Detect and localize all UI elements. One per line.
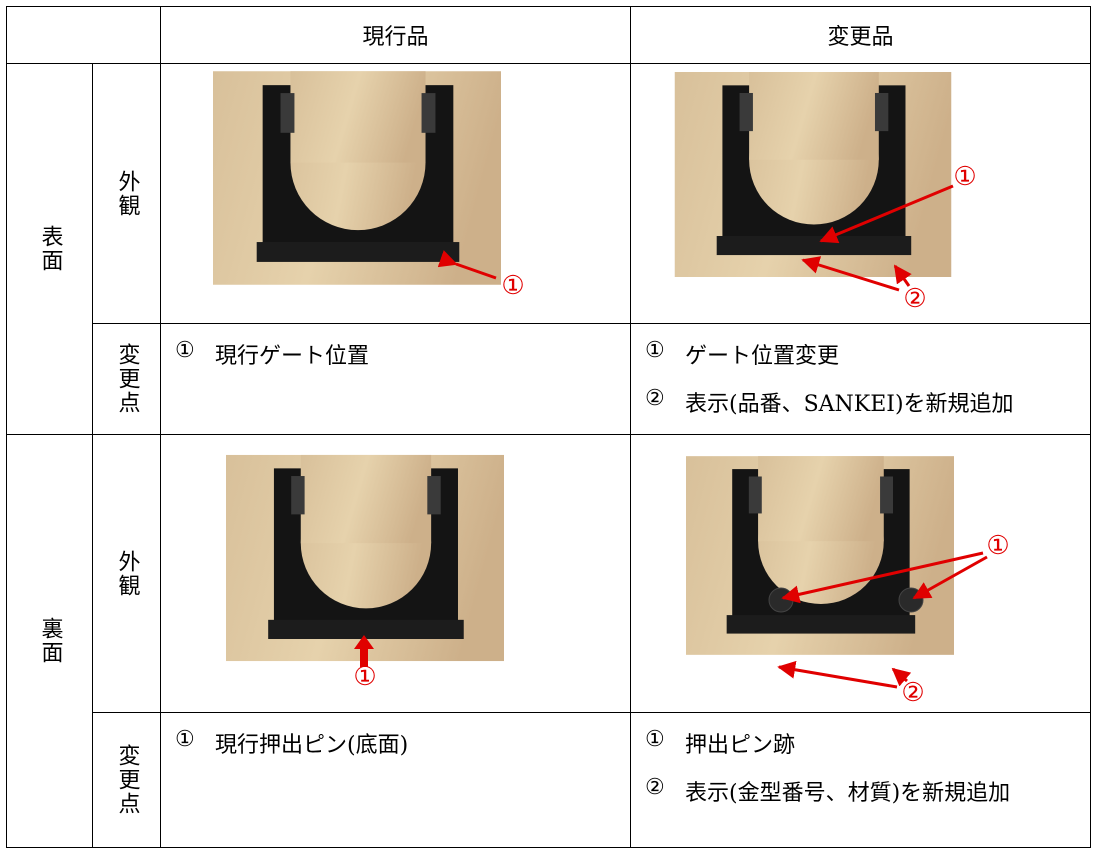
note-text: ゲート位置変更 [685, 344, 840, 369]
row-label-cell: 変更点 [92, 712, 161, 848]
note-marker: ② [645, 775, 665, 800]
callout: ② [901, 678, 924, 708]
callout: ① [353, 662, 376, 692]
note-text: 押出ピン跡 [685, 733, 796, 758]
note: ① 現行押出ピン(底面) [175, 727, 630, 775]
photo: ① ② [674, 72, 977, 314]
column-header: 変更品 [630, 6, 1091, 64]
note-text: 表示(金型番号、材質)を新規追加 [685, 781, 1011, 806]
note: ① 押出ピン跡 [645, 727, 1090, 775]
photo-cell: ① [160, 63, 631, 324]
side-label: 裏面 [37, 617, 63, 665]
comparison-table: 現行品 変更品 表面 外観 ① ① ② 変更点 ① 現行ゲート位置 ① ゲート位置変… [6, 6, 1091, 848]
row-label-cell: 変更点 [92, 323, 161, 435]
column-header: 現行品 [160, 6, 631, 64]
note-marker: ① [645, 727, 665, 752]
callout: ① [953, 162, 976, 192]
photo: ① [226, 454, 504, 692]
row-label-cell: 外観 [92, 63, 161, 324]
photo-cell: ① ② [630, 63, 1091, 324]
row-label: 変更点 [114, 343, 140, 415]
note: ② 表示(金型番号、材質)を新規追加 [645, 775, 1090, 823]
side-label: 表面 [37, 225, 63, 273]
photo: ① ② [686, 456, 1010, 708]
notes-cell: ① 押出ピン跡 ② 表示(金型番号、材質)を新規追加 [630, 712, 1091, 848]
note: ② 表示(品番、SANKEI)を新規追加 [645, 386, 1090, 434]
note-text: 表示(品番、SANKEI)を新規追加 [685, 392, 1014, 417]
photo: ① [213, 71, 525, 301]
side-cell: 裏面 [6, 434, 93, 848]
corner-cell [6, 6, 161, 64]
side-cell: 表面 [6, 63, 93, 435]
row-label: 変更点 [114, 744, 140, 816]
photo-cell: ① ② [630, 434, 1091, 713]
note: ① ゲート位置変更 [645, 338, 1090, 386]
note-text: 現行押出ピン(底面) [215, 733, 409, 758]
note: ① 現行ゲート位置 [175, 338, 630, 386]
note-text: 現行ゲート位置 [215, 344, 370, 369]
notes-cell: ① ゲート位置変更 ② 表示(品番、SANKEI)を新規追加 [630, 323, 1091, 435]
note-marker: ① [645, 338, 665, 363]
callout: ① [501, 271, 524, 301]
notes-cell: ① 現行ゲート位置 [160, 323, 631, 435]
note-marker: ② [645, 386, 665, 411]
callout: ① [986, 531, 1009, 561]
row-label: 外観 [114, 549, 140, 598]
note-marker: ① [175, 338, 195, 363]
photo-cell: ① [160, 434, 631, 713]
note-marker: ① [175, 727, 195, 752]
row-label-cell: 外観 [92, 434, 161, 713]
notes-cell: ① 現行押出ピン(底面) [160, 712, 631, 848]
callout: ② [903, 284, 926, 314]
row-label: 外観 [114, 169, 140, 218]
